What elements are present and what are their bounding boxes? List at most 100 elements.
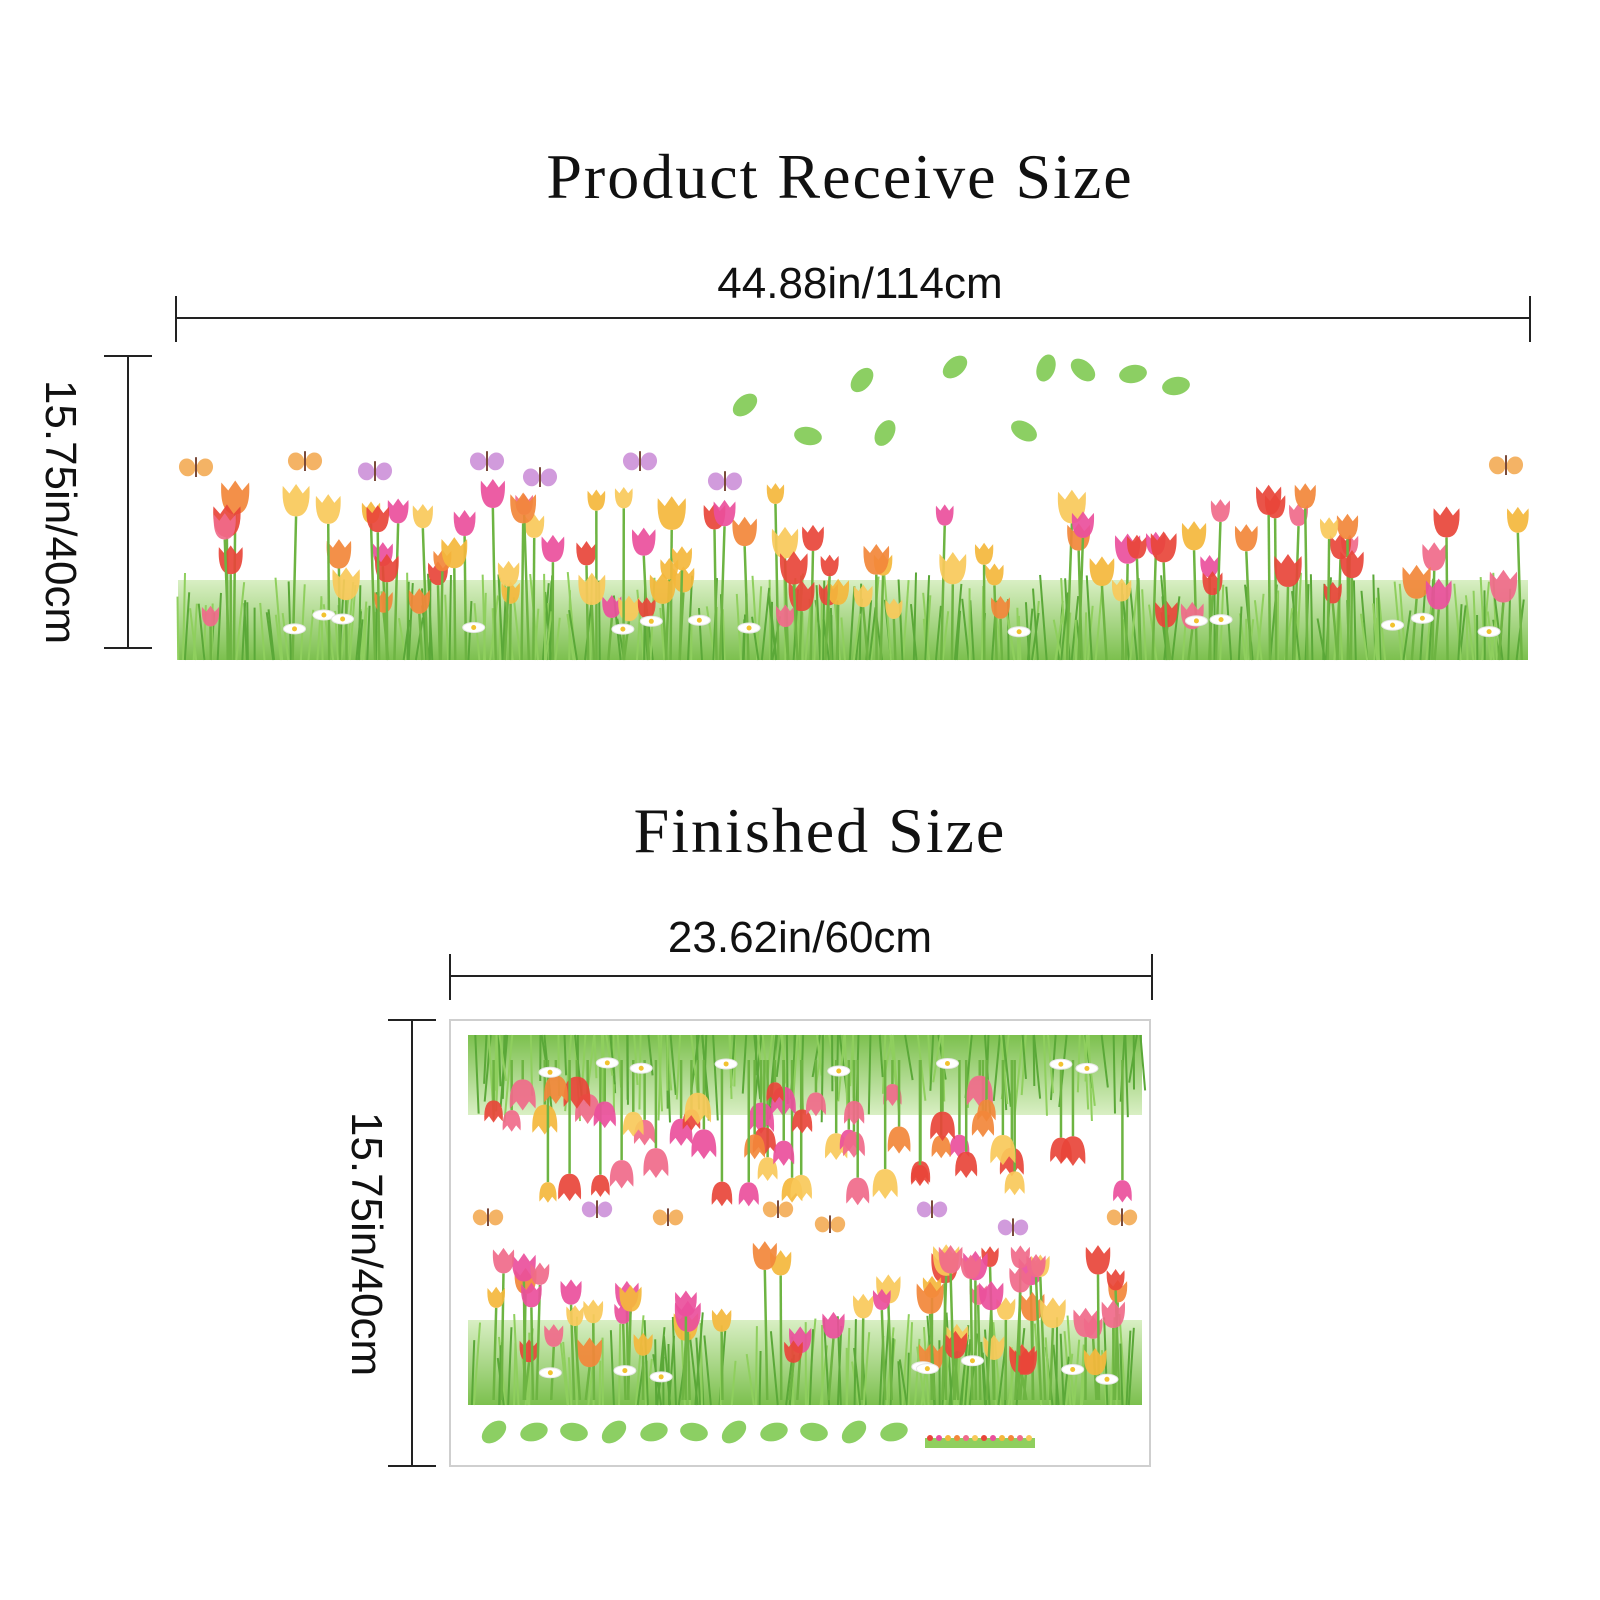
- tulip: [541, 534, 565, 563]
- tulip: [853, 584, 873, 608]
- tulip-stem: [787, 1362, 795, 1401]
- butterfly-wing: [997, 1219, 1013, 1236]
- grass-blade: [1118, 1313, 1127, 1406]
- tulip-stem: [827, 1338, 835, 1401]
- grass-blade: [600, 1034, 605, 1105]
- grass-blade: [1419, 590, 1427, 661]
- grass-blade: [897, 579, 904, 661]
- daisy-center: [1070, 1367, 1076, 1373]
- daisy-center: [1390, 622, 1396, 628]
- tulip-stem: [492, 1307, 498, 1401]
- tulip-stem: [1410, 598, 1418, 661]
- section-title: Product Receive Size: [546, 141, 1133, 212]
- daisy-center: [1084, 1065, 1090, 1071]
- grass-blade: [366, 605, 371, 661]
- tulip: [802, 524, 824, 552]
- mini-tulip: [999, 1435, 1005, 1441]
- butterfly-wing: [830, 1216, 846, 1233]
- tulip-stem: [584, 1366, 591, 1401]
- butterfly-wing: [652, 1209, 668, 1226]
- butterfly-wing: [375, 462, 393, 481]
- tulip-stem: [985, 1310, 993, 1401]
- mini-tulip: [945, 1435, 951, 1441]
- grass-blade: [878, 1034, 884, 1078]
- grass-blade: [1352, 580, 1357, 661]
- grass-blade: [883, 574, 892, 661]
- height-ruler: [388, 1019, 436, 1467]
- tulip: [366, 505, 390, 533]
- tulip: [669, 1118, 693, 1146]
- tulip: [433, 549, 452, 572]
- mini-tulip: [981, 1435, 987, 1441]
- tulip-strip: [176, 354, 1529, 661]
- tulip: [501, 581, 520, 604]
- leaf: [732, 393, 758, 417]
- tulip-stem: [713, 529, 718, 661]
- tulip-stem: [491, 507, 497, 661]
- grass-blade: [1125, 1330, 1132, 1406]
- grass-blade: [1084, 1034, 1088, 1082]
- tulip-stem: [1112, 1327, 1116, 1401]
- grass-blade: [197, 603, 206, 661]
- tulip: [883, 1084, 902, 1107]
- tulip: [1026, 1253, 1046, 1278]
- grass-blade: [618, 1323, 622, 1406]
- tulip: [218, 545, 243, 575]
- grass-blade: [360, 601, 368, 661]
- grass-blade: [513, 1314, 520, 1406]
- tulip: [1085, 1245, 1111, 1275]
- daisy-center: [1486, 629, 1492, 635]
- tulip-stem: [774, 503, 780, 661]
- grass-blade: [997, 1344, 1007, 1406]
- tulip: [544, 1324, 564, 1347]
- tulip: [939, 551, 967, 585]
- tulip: [577, 1337, 602, 1368]
- grass-blade: [1127, 1327, 1135, 1406]
- tulip: [977, 1099, 996, 1122]
- tulip: [822, 1311, 845, 1339]
- daisy-center: [638, 1065, 644, 1071]
- tulip: [593, 1101, 616, 1129]
- leaf: [1036, 354, 1056, 382]
- leaf: [520, 1422, 548, 1442]
- grass-blade: [1472, 590, 1478, 661]
- tulip-stem: [326, 523, 331, 661]
- grass-blade: [593, 1034, 598, 1079]
- daisy-center: [746, 625, 752, 631]
- grass-blade: [316, 598, 323, 661]
- butterfly-wing: [305, 452, 323, 471]
- tulip: [790, 1174, 812, 1201]
- tulip: [1425, 578, 1452, 610]
- tulip: [1071, 511, 1095, 538]
- grass-blade: [760, 587, 771, 661]
- tulip: [863, 543, 890, 575]
- tulip-stem: [718, 526, 726, 661]
- tulip-stem: [993, 585, 998, 661]
- butterfly-wing: [581, 1201, 597, 1218]
- tulip: [1234, 524, 1258, 552]
- butterfly-wing: [707, 472, 725, 491]
- tulip-stem: [369, 523, 377, 661]
- grass-blade: [299, 584, 306, 661]
- leaf: [800, 1422, 828, 1442]
- butterfly-wing: [540, 468, 558, 487]
- tulip-stem: [720, 1331, 724, 1401]
- grass-blade: [183, 592, 191, 661]
- butterfly-wing: [1106, 1209, 1122, 1226]
- tulip-stem: [1285, 586, 1290, 661]
- tulip: [387, 498, 409, 524]
- grass-blade: [481, 574, 486, 661]
- grass-blade: [1253, 600, 1263, 661]
- tulip: [779, 551, 808, 585]
- grass-blade: [1005, 612, 1016, 661]
- grass-blade: [567, 1357, 573, 1406]
- tulip-stem: [1187, 629, 1194, 661]
- butterfly-wing: [725, 472, 743, 491]
- tulip: [609, 1160, 634, 1189]
- grass-blade: [932, 1034, 942, 1083]
- mini-tulip: [1017, 1435, 1023, 1441]
- tulip: [332, 567, 360, 601]
- tulip-stem: [969, 1278, 974, 1401]
- grass-blade: [1316, 618, 1327, 661]
